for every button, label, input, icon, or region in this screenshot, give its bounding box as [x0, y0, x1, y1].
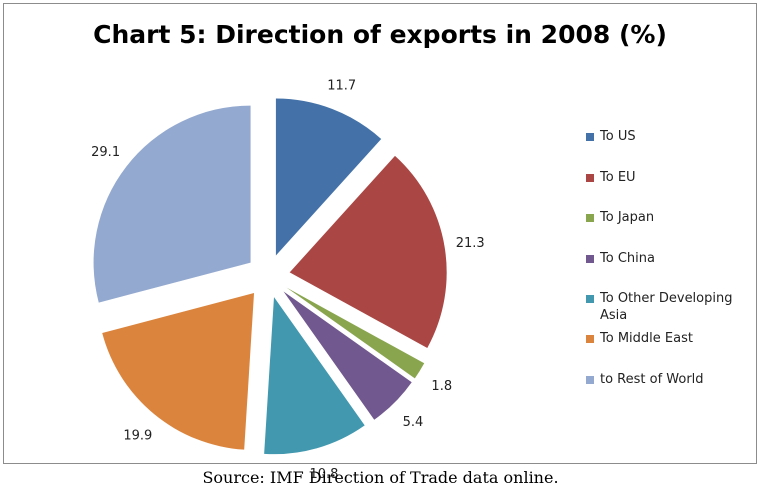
legend-swatch — [586, 295, 594, 303]
legend-item-eu: To EU — [586, 169, 746, 186]
source-note: Source: IMF Direction of Trade data onli… — [202, 468, 559, 487]
value-label-us: 11.7 — [327, 79, 356, 94]
pie-slice-china — [283, 291, 412, 420]
pie-slice-japan — [286, 287, 425, 379]
legend-item-japan: To Japan — [586, 209, 746, 226]
value-label-eu: 21.3 — [456, 236, 485, 251]
legend-label: To Middle East — [600, 331, 693, 346]
value-label-other-developing-asia: 10.8 — [309, 467, 338, 482]
legend-swatch — [586, 133, 594, 141]
legend-swatch — [586, 214, 594, 222]
value-label-rest-of-world: 29.1 — [91, 145, 120, 160]
chart-title: Chart 5: Direction of exports in 2008 (%… — [93, 20, 667, 49]
legend-item-middle-east: To Middle East — [586, 330, 746, 347]
legend-item-other-developing-asia: To Other Developing Asia — [586, 290, 746, 324]
legend-swatch — [586, 335, 594, 343]
legend-item-us: To US — [586, 128, 746, 145]
pie-slice-other-developing-asia — [264, 297, 365, 455]
legend-label: to Rest of World — [600, 372, 704, 387]
legend-label: To EU — [600, 170, 636, 185]
legend-label: To Japan — [600, 210, 655, 225]
legend-item-china: To China — [586, 250, 746, 267]
pie-slices — [93, 98, 447, 455]
pie-slice-us — [275, 98, 382, 256]
value-label-middle-east: 19.9 — [123, 428, 152, 443]
legend-label: To Other Developing Asia — [600, 291, 733, 323]
legend-label: To US — [600, 129, 636, 144]
pie-slice-eu — [289, 155, 447, 348]
pie-slice-middle-east — [102, 292, 255, 450]
pie-slice-rest-of-world — [93, 105, 251, 303]
legend-label: To China — [600, 251, 655, 266]
value-label-japan: 1.8 — [431, 379, 452, 394]
value-label-china: 5.4 — [403, 415, 424, 430]
pie-value-labels: 11.7 21.3 1.8 5.4 10.8 19.9 29.1 — [91, 79, 484, 483]
legend-swatch — [586, 174, 594, 182]
legend-swatch — [586, 255, 594, 263]
legend-swatch — [586, 376, 594, 384]
legend-item-rest-of-world: to Rest of World — [586, 371, 746, 388]
